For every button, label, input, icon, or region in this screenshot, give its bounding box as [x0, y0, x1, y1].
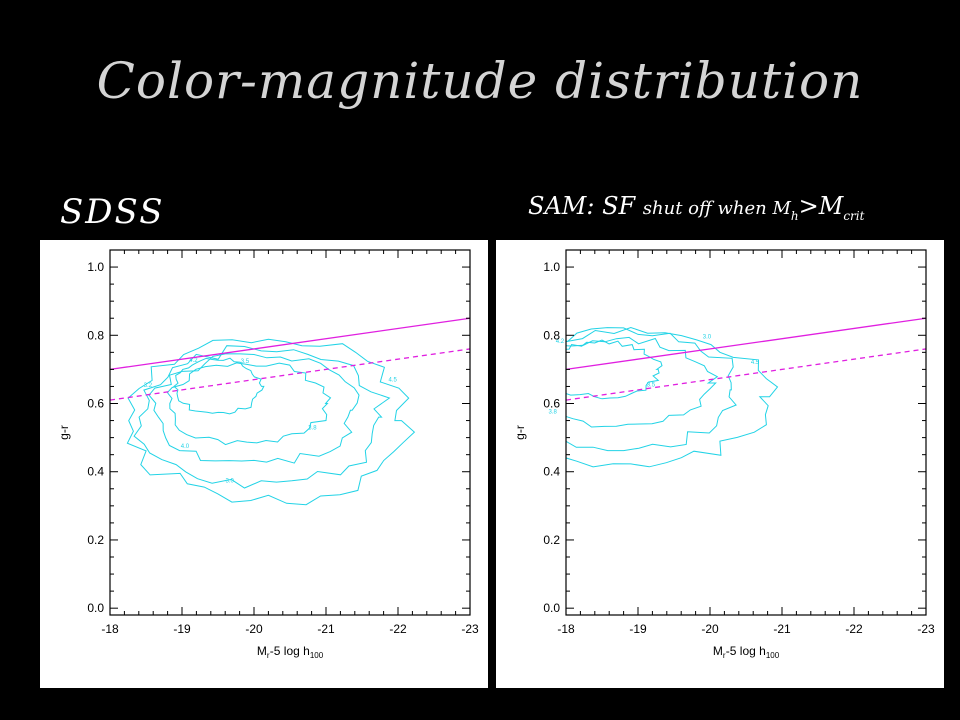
fit-line-dashed	[565, 348, 927, 401]
y-tick-label: 0.6	[87, 397, 104, 411]
y-tick-label: 0.0	[87, 601, 104, 615]
x-axis-label-part: 100	[766, 651, 780, 660]
sam-chart: 4.5 4.2 3.8 3.5 3.0 -18 -19 -20 -21 -22 -23 0.0 0.2 0…	[513, 249, 935, 660]
x-axis-label-part: 100	[310, 651, 324, 660]
sam-label-sub-h: h	[790, 208, 799, 223]
contour-labels: 4.5 4.2 4.0 3.8 3.5 3.2 3.0	[144, 358, 398, 484]
contour-label: 3.8	[549, 410, 558, 416]
contour-layer	[566, 326, 779, 468]
y-tick-label: 1.0	[543, 260, 560, 274]
y-axis-label: g-r	[513, 425, 527, 440]
contour-label: 4.0	[181, 444, 190, 450]
contour-line	[566, 339, 663, 400]
x-axis-label-part: M	[257, 644, 267, 658]
plot-frame	[109, 249, 471, 616]
y-tick-label: 0.4	[87, 465, 104, 479]
contour-line	[173, 357, 265, 415]
x-tick-label: -19	[173, 622, 191, 636]
x-tick-label: -22	[389, 622, 407, 636]
contour-line	[166, 362, 332, 446]
contour-line	[126, 338, 416, 506]
x-axis-label: Mr -5 log h100	[257, 644, 324, 660]
x-axis-label-part: M	[713, 644, 723, 658]
contour-label: 3.0	[703, 335, 712, 341]
x-tick-label: -22	[845, 622, 863, 636]
x-tick-label: -21	[773, 622, 791, 636]
x-tick-label: -19	[629, 622, 647, 636]
sdss-panel: 4.5 4.2 4.0 3.8 3.5 3.2 3.0 -18 -19 -20 -21 -22 -23 0…	[40, 240, 488, 688]
y-tick-label: 0.8	[87, 328, 104, 342]
y-tick-label: 1.0	[87, 260, 104, 274]
y-axis-label: g-r	[57, 425, 71, 440]
x-axis-label-part: r	[267, 651, 270, 660]
contour-line	[148, 353, 360, 464]
sdss-chart: 4.5 4.2 4.0 3.8 3.5 3.2 3.0 -18 -19 -20 -21 -22 -23 0…	[57, 249, 479, 660]
x-tick-label: -18	[101, 622, 119, 636]
x-tick-label: -20	[701, 622, 719, 636]
contour-label: 3.5	[647, 383, 656, 389]
sam-panel: 4.5 4.2 3.8 3.5 3.0 -18 -19 -20 -21 -22 -23 0.0 0.2 0…	[496, 240, 944, 688]
contour-line	[566, 327, 737, 452]
y-tick-label: 0.2	[543, 533, 560, 547]
x-axis-label: Mr -5 log h100	[713, 644, 780, 660]
sam-label-small: shut off when M	[642, 198, 791, 219]
x-axis-label-part: -5 log h	[726, 644, 766, 658]
x-axis-label-part: -5 log h	[270, 644, 310, 658]
x-tick-label: -20	[245, 622, 263, 636]
sam-label-main: SAM: SF	[528, 192, 643, 220]
slide-title: Color-magnitude distribution	[96, 52, 864, 110]
tick-marks	[565, 250, 927, 615]
x-tick-label: -23	[917, 622, 935, 636]
contour-line	[133, 345, 391, 489]
sam-label-sub-crit: crit	[843, 208, 865, 223]
contour-layer	[126, 338, 416, 506]
contour-label: 4.5	[389, 377, 398, 383]
tick-marks	[109, 250, 471, 615]
contour-label: 4.2	[556, 339, 565, 345]
sdss-label: SDSS	[60, 192, 165, 232]
x-tick-label: -21	[317, 622, 335, 636]
contour-label: 3.8	[308, 425, 317, 431]
fit-line-solid	[109, 317, 471, 371]
fit-line-solid	[565, 317, 927, 371]
plot-frame	[565, 249, 927, 616]
contour-label: 3.5	[241, 359, 250, 365]
y-tick-label: 0.2	[87, 533, 104, 547]
contour-label: 3.2	[144, 383, 153, 389]
y-tick-label: 0.4	[543, 465, 560, 479]
y-tick-label: 0.8	[543, 328, 560, 342]
x-tick-label: -23	[461, 622, 479, 636]
contour-label: 4.5	[751, 360, 760, 366]
y-tick-label: 0.0	[543, 601, 560, 615]
contour-labels: 4.5 4.2 3.8 3.5 3.0	[549, 335, 760, 416]
contour-label: 4.2	[189, 358, 198, 364]
contour-line	[566, 336, 719, 428]
contour-line	[566, 326, 779, 468]
y-tick-label: 0.6	[543, 397, 560, 411]
fit-line-dashed	[109, 348, 471, 401]
sam-label: SAM: SF shut off when Mh>Mcrit	[528, 192, 864, 223]
contour-label: 3.0	[226, 478, 235, 484]
sam-label-gt: >M	[798, 192, 844, 220]
x-tick-label: -18	[557, 622, 575, 636]
x-axis-label-part: r	[723, 651, 726, 660]
